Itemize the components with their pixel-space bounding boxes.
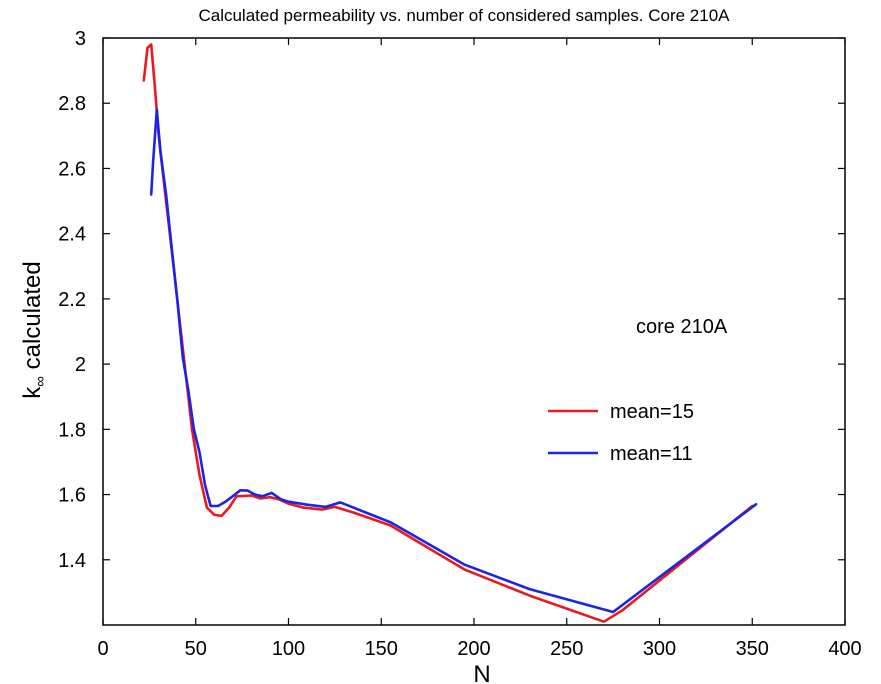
y-axis-label-main: k bbox=[19, 386, 46, 399]
y-tick-label: 2 bbox=[75, 354, 86, 376]
x-tick-label: 100 bbox=[272, 638, 305, 660]
y-tick-label: 2.2 bbox=[58, 289, 86, 311]
x-tick-label: 0 bbox=[97, 638, 108, 660]
y-axis-label-subscript: ∞ bbox=[32, 376, 49, 387]
y-axis-label: k∞ calculated bbox=[19, 261, 49, 398]
x-tick-label: 250 bbox=[550, 638, 583, 660]
series-line-mean-11 bbox=[149, 108, 758, 614]
axis-ticks: 0 50 100 150 200 250 300 350 400 1.4 1.6 1.8 2 2.2 2.4… bbox=[58, 28, 862, 660]
legend-label-mean-15: mean=15 bbox=[610, 401, 694, 423]
x-tick-label: 350 bbox=[736, 638, 769, 660]
x-tick-label: 200 bbox=[457, 638, 490, 660]
x-tick-label: 400 bbox=[828, 638, 861, 660]
x-tick-label: 50 bbox=[185, 638, 207, 660]
y-tick-label: 1.8 bbox=[58, 419, 86, 441]
x-tick-label: 300 bbox=[643, 638, 676, 660]
y-tick-label: 2.8 bbox=[58, 93, 86, 115]
y-tick-label: 1.6 bbox=[58, 485, 86, 507]
y-tick-label: 2.4 bbox=[58, 224, 86, 246]
y-tick-label: 1.4 bbox=[58, 550, 86, 572]
legend: mean=15 mean=11 bbox=[548, 401, 694, 465]
x-axis-label: N bbox=[473, 661, 490, 684]
core-annotation: core 210A bbox=[636, 316, 728, 338]
legend-label-mean-11: mean=11 bbox=[610, 443, 692, 465]
chart-title: Calculated permeability vs. number of co… bbox=[198, 6, 730, 25]
y-tick-label: 2.6 bbox=[58, 158, 86, 180]
data-series bbox=[142, 43, 758, 623]
y-axis-label-rest: calculated bbox=[19, 261, 46, 376]
x-tick-label: 150 bbox=[365, 638, 398, 660]
y-tick-label: 3 bbox=[75, 28, 86, 50]
